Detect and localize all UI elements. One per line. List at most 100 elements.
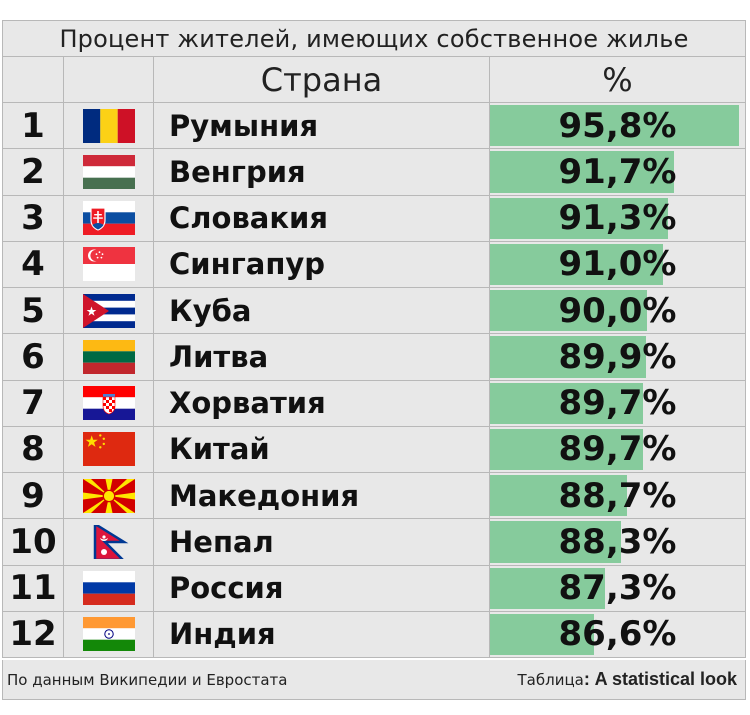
- percent-bar: [490, 613, 594, 655]
- ownership-table: Процент жителей, имеющих собственное жил…: [2, 20, 746, 658]
- rank-cell: 8: [2, 426, 64, 473]
- table-row: 3 Словакия 91,3%: [2, 195, 746, 242]
- percent-cell: 88,7%: [490, 473, 746, 520]
- percent-bar: [490, 336, 646, 378]
- percent-cell: 91,0%: [490, 241, 746, 288]
- percent-cell: 89,7%: [490, 380, 746, 427]
- rank-label: 12: [9, 614, 57, 655]
- flag-cell: [64, 149, 154, 196]
- flag-cell: [64, 380, 154, 427]
- percent-cell: 95,8%: [490, 103, 746, 150]
- percent-bar: [490, 428, 643, 470]
- rank-label: 2: [21, 151, 45, 192]
- flag-cell: [64, 611, 154, 658]
- percent-bar: [490, 105, 739, 147]
- percent-label: 91,3%: [558, 198, 677, 239]
- rank-label: 1: [21, 105, 45, 146]
- flag-cell: [64, 288, 154, 335]
- table-row: 6 Литва 89,9%: [2, 334, 746, 381]
- macedonia-flag: [82, 478, 135, 513]
- credit-prefix: Таблица: [517, 671, 584, 689]
- romania-flag: [82, 108, 135, 143]
- table-row: 7 Хорватия 89,7%: [2, 380, 746, 427]
- percent-cell: 90,0%: [490, 288, 746, 335]
- country-cell: Румыния: [154, 103, 490, 150]
- india-flag: [82, 617, 135, 652]
- credit: Таблица: A statistical look: [518, 669, 738, 690]
- country-label: Россия: [169, 571, 284, 606]
- percent-bar: [490, 197, 668, 239]
- rank-cell: 6: [2, 334, 64, 381]
- percent-cell: 87,3%: [490, 565, 746, 612]
- flag-cell: [64, 334, 154, 381]
- rank-label: 6: [21, 336, 45, 377]
- header-rank-cell: [2, 57, 64, 103]
- header-row: Страна %: [2, 57, 746, 103]
- table-row: 9 Македония 88,7%: [2, 473, 746, 520]
- percent-label: 89,9%: [558, 336, 677, 377]
- rank-cell: 12: [2, 611, 64, 658]
- flag-cell: [64, 565, 154, 612]
- percent-bar: [490, 567, 605, 609]
- rank-cell: 4: [2, 241, 64, 288]
- country-label: Непал: [169, 524, 274, 559]
- percent-bar: [490, 521, 621, 563]
- header-flag-cell: [64, 57, 154, 103]
- country-cell: Словакия: [154, 195, 490, 242]
- country-label: Куба: [169, 293, 252, 328]
- russia-flag: [82, 571, 135, 606]
- table-row: 5 Куба 90,0%: [2, 288, 746, 335]
- rank-label: 9: [21, 475, 45, 516]
- credit-name: A statistical look: [594, 669, 737, 689]
- rank-label: 4: [21, 244, 45, 285]
- singapore-flag: [82, 247, 135, 282]
- percent-cell: 91,3%: [490, 195, 746, 242]
- country-cell: Китай: [154, 426, 490, 473]
- percent-label: 91,0%: [558, 244, 677, 285]
- flag-cell: [64, 473, 154, 520]
- china-flag: [82, 432, 135, 467]
- table-row: 11 Россия 87,3%: [2, 565, 746, 612]
- percent-label: 88,3%: [558, 521, 677, 562]
- table-body: 1 Румыния 95,8% 2 Венгрия 91,7% 3 Словакия 91,3%…: [2, 103, 746, 658]
- country-cell: Македония: [154, 473, 490, 520]
- table-row: 12 Индия 86,6%: [2, 611, 746, 658]
- percent-label: 89,7%: [558, 429, 677, 470]
- percent-label: 88,7%: [558, 475, 677, 516]
- rank-label: 8: [21, 429, 45, 470]
- country-cell: Непал: [154, 519, 490, 566]
- rank-label: 5: [21, 290, 45, 331]
- rank-cell: 1: [2, 103, 64, 150]
- percent-label: 86,6%: [558, 614, 677, 655]
- country-cell: Куба: [154, 288, 490, 335]
- percent-cell: 89,9%: [490, 334, 746, 381]
- slovakia-flag: [82, 201, 135, 236]
- country-label: Македония: [169, 478, 360, 513]
- percent-bar: [490, 475, 627, 517]
- credit-sep: :: [583, 669, 590, 689]
- rank-cell: 5: [2, 288, 64, 335]
- percent-bar: [490, 290, 648, 332]
- flag-cell: [64, 519, 154, 566]
- rank-label: 10: [9, 521, 57, 562]
- flag-cell: [64, 195, 154, 242]
- rank-label: 3: [21, 198, 45, 239]
- percent-label: 89,7%: [558, 383, 677, 424]
- footer: По данным Википедии и Евростата Таблица:…: [2, 660, 746, 700]
- rank-cell: 10: [2, 519, 64, 566]
- percent-label: 91,7%: [558, 151, 677, 192]
- country-label: Сингапур: [169, 247, 326, 282]
- table-row: 10 Непал 88,3%: [2, 519, 746, 566]
- croatia-flag: [82, 386, 135, 421]
- nepal-flag: [93, 524, 128, 559]
- country-label: Словакия: [169, 201, 328, 236]
- flag-cell: [64, 103, 154, 150]
- country-cell: Сингапур: [154, 241, 490, 288]
- rank-cell: 3: [2, 195, 64, 242]
- country-cell: Хорватия: [154, 380, 490, 427]
- country-label: Хорватия: [169, 386, 326, 421]
- rank-label: 11: [9, 568, 57, 609]
- source-note: По данным Википедии и Евростата: [7, 670, 288, 689]
- percent-cell: 86,6%: [490, 611, 746, 658]
- percent-bar: [490, 243, 664, 285]
